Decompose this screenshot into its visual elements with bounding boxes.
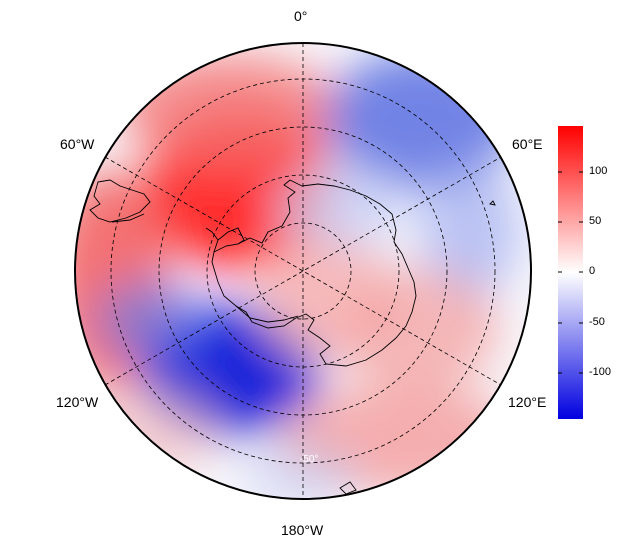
- colorbar-label-minus100: -100: [589, 366, 612, 378]
- map-boundary: [74, 42, 532, 500]
- meridian-gridlines: [104, 43, 502, 499]
- coastlines: [89, 179, 496, 495]
- south-america-tip: [111, 213, 145, 223]
- antarctica-coastline: [211, 179, 417, 367]
- anomaly-field: [75, 43, 531, 499]
- antarctic-peninsula: [205, 227, 245, 253]
- positive-anomaly-south-pacific: [80, 385, 220, 475]
- colorbar-label-50: 50: [589, 215, 602, 227]
- positive-anomaly-east-antarctica: [340, 270, 500, 390]
- lon-label-120e: 120°E: [508, 394, 547, 410]
- lon-label-120w: 120°W: [56, 394, 99, 410]
- negative-anomaly-weddell: [280, 165, 400, 255]
- new-zealand-coastline: [339, 481, 357, 495]
- positive-anomaly-bellingshausen: [120, 55, 340, 165]
- negative-anomaly-pacific: [95, 280, 205, 360]
- lon-label-0: 0°: [294, 8, 308, 24]
- colorbar-ticks: [558, 171, 583, 374]
- negative-anomaly-tasman: [240, 445, 360, 499]
- lon-label-60w: 60°W: [60, 136, 95, 152]
- colorbar-label-0: 0: [589, 265, 596, 277]
- colorbar-label-minus50: -50: [589, 316, 605, 328]
- lon-label-60e: 60°E: [512, 136, 543, 152]
- colorbar-label-100: 100: [589, 165, 608, 177]
- kerguelen-island: [489, 200, 496, 206]
- lon-label-180w: 180°W: [281, 522, 324, 538]
- south-america-coastline: [89, 179, 151, 223]
- ross-ice-shelf-edge: [235, 305, 299, 323]
- colorbar: [558, 126, 583, 419]
- lat-label: -50°: [300, 454, 319, 465]
